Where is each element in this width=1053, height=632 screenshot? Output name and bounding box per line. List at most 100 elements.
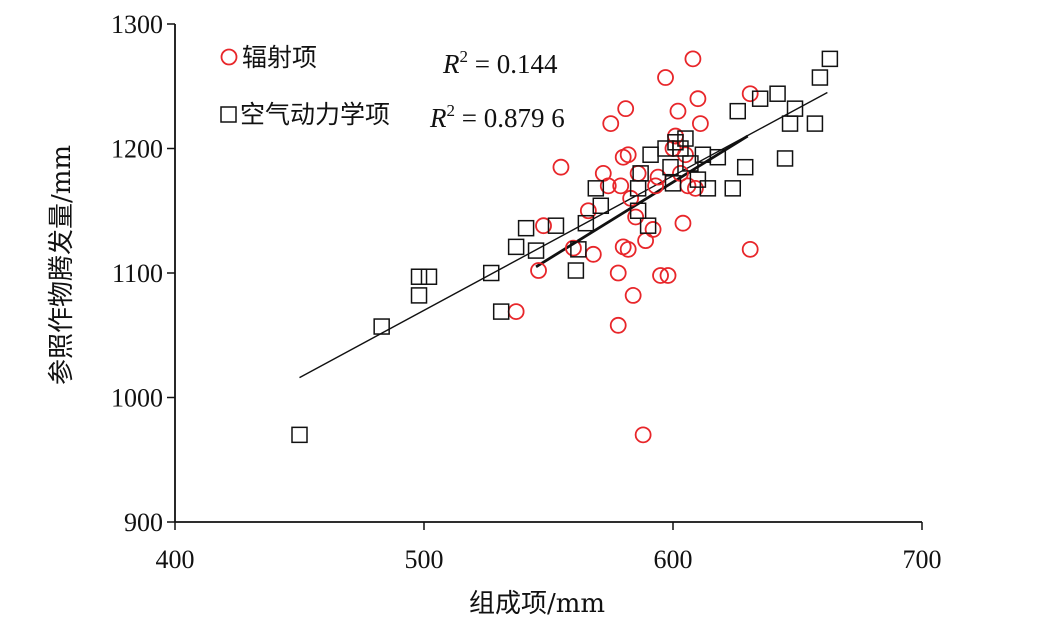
point-aerodynamic — [806, 115, 824, 132]
point-radiation — [637, 232, 655, 250]
point-aerodynamic — [672, 140, 689, 157]
r2-value-aerodynamic: = 0.879 6 — [455, 103, 565, 133]
point-aerodynamic — [492, 303, 510, 320]
point-aerodynamic — [781, 115, 799, 132]
point-radiation — [659, 267, 677, 284]
point-aerodynamic — [547, 217, 565, 234]
trendlines — [299, 91, 828, 379]
r2-value-radiation: = 0.144 — [468, 49, 558, 79]
legend-label-aerodynamic: 空气动力学项 — [240, 100, 390, 129]
point-radiation — [602, 115, 620, 132]
x-tick-label: 600 — [654, 545, 693, 574]
point-aerodynamic — [373, 318, 390, 335]
point-aerodynamic — [577, 214, 595, 232]
point-aerodynamic — [689, 171, 707, 188]
point-aerodynamic — [639, 217, 657, 234]
point-radiation — [530, 262, 547, 279]
point-radiation — [657, 69, 674, 86]
data-points — [291, 50, 839, 444]
point-radiation — [691, 115, 709, 132]
point-radiation — [644, 221, 662, 238]
y-tick-label: 1200 — [111, 135, 163, 164]
point-aerodynamic — [776, 150, 794, 167]
point-radiation — [674, 214, 692, 232]
point-aerodynamic — [291, 426, 308, 444]
point-aerodynamic — [751, 90, 769, 107]
point-radiation — [535, 217, 552, 235]
point-aerodynamic — [662, 158, 679, 176]
svg-text:R2 = 0.144: R2 = 0.144 — [442, 47, 558, 79]
point-radiation — [579, 202, 597, 220]
point-aerodynamic — [632, 165, 649, 182]
y-tick-label: 900 — [124, 508, 163, 537]
legend-marker-aerodynamic — [220, 106, 237, 123]
x-axis-title: 组成项/mm — [469, 589, 605, 619]
r2-annotation-radiation: R2 = 0.144 — [442, 47, 558, 79]
point-radiation — [634, 426, 652, 444]
y-tick-label: 1300 — [111, 10, 163, 39]
r2-symbol: R — [442, 49, 460, 79]
point-radiation — [507, 303, 525, 320]
tick-labels: 400 500 600 700 900 1000 1100 1200 1300 — [111, 10, 942, 574]
y-tick-label: 1100 — [112, 259, 163, 288]
legend-label-radiation: 辐射项 — [242, 43, 317, 72]
legend: 辐射项 空气动力学项 — [220, 43, 390, 129]
r2-annotation-aerodynamic: R2 = 0.879 6 — [429, 101, 565, 133]
point-radiation — [609, 264, 627, 282]
point-aerodynamic — [729, 102, 746, 120]
point-aerodynamic — [677, 130, 694, 147]
point-aerodynamic — [664, 175, 682, 192]
point-aerodynamic — [527, 242, 545, 259]
point-aerodynamic — [736, 158, 754, 176]
point-radiation — [677, 146, 694, 164]
point-aerodynamic — [410, 287, 428, 304]
point-radiation — [565, 239, 582, 257]
point-aerodynamic — [517, 219, 535, 237]
point-aerodynamic — [570, 241, 587, 258]
x-tick-label: 400 — [156, 545, 195, 574]
y-axis-title: 参照作物腾发量/mm — [47, 145, 77, 385]
point-aerodynamic — [709, 148, 727, 166]
point-aerodynamic — [629, 180, 647, 197]
point-radiation — [684, 50, 702, 68]
point-radiation — [584, 245, 602, 263]
point-aerodynamic — [592, 197, 610, 215]
point-aerodynamic — [667, 134, 684, 151]
point-radiation — [741, 240, 759, 258]
svg-text:R2 = 0.879 6: R2 = 0.879 6 — [429, 101, 565, 133]
x-tick-label: 500 — [405, 545, 444, 574]
point-radiation — [687, 179, 704, 197]
point-aerodynamic — [811, 69, 829, 86]
point-radiation — [612, 177, 630, 195]
trendline-aerodynamic — [299, 91, 828, 379]
point-radiation — [624, 287, 642, 304]
point-radiation — [599, 177, 617, 195]
point-aerodynamic — [410, 268, 428, 285]
point-radiation — [647, 177, 664, 195]
point-aerodynamic — [482, 264, 500, 282]
point-aerodynamic — [682, 155, 699, 172]
axes — [167, 23, 923, 530]
point-aerodynamic — [769, 85, 786, 102]
point-radiation — [609, 316, 627, 334]
point-radiation — [619, 240, 637, 258]
point-aerodynamic — [567, 262, 585, 279]
point-radiation — [669, 102, 687, 120]
point-aerodynamic — [629, 202, 647, 219]
point-radiation — [741, 85, 759, 103]
point-aerodynamic — [821, 50, 839, 68]
r2-symbol: R — [429, 103, 447, 133]
point-radiation — [652, 267, 669, 284]
point-radiation — [619, 146, 637, 164]
point-aerodynamic — [507, 238, 525, 256]
point-aerodynamic — [420, 268, 438, 285]
point-radiation — [552, 158, 570, 176]
legend-marker-radiation — [220, 48, 238, 66]
point-radiation — [627, 208, 645, 226]
point-aerodynamic — [724, 180, 742, 197]
point-aerodynamic — [642, 146, 659, 163]
point-aerodynamic — [587, 180, 605, 197]
x-tick-label: 700 — [903, 545, 942, 574]
point-aerodynamic — [786, 100, 804, 117]
